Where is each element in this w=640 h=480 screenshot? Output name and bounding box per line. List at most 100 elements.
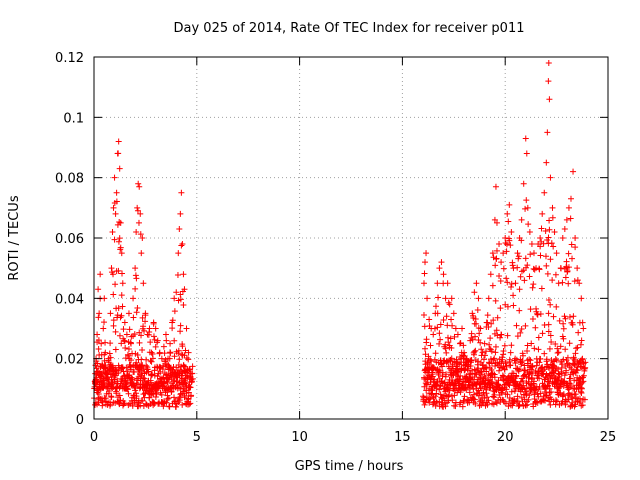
data-point [518, 361, 525, 368]
data-point [162, 331, 169, 338]
data-point [124, 378, 131, 385]
data-point [96, 394, 103, 401]
data-point [491, 216, 498, 223]
data-point [521, 367, 528, 374]
data-point [94, 360, 101, 367]
data-point [508, 228, 515, 235]
data-point [548, 240, 555, 247]
data-point [553, 384, 560, 391]
data-point [527, 381, 534, 388]
data-point [559, 279, 566, 286]
data-point [527, 251, 534, 258]
data-point [126, 326, 133, 333]
data-point [522, 402, 529, 409]
data-point [155, 383, 162, 390]
data-point [133, 377, 140, 384]
data-point [119, 365, 126, 372]
data-point [435, 294, 442, 301]
data-point [572, 350, 579, 357]
data-point [516, 286, 523, 293]
data-point [531, 345, 538, 352]
data-point [147, 339, 154, 346]
data-point [493, 247, 500, 254]
y-tick-label: 0.1 [63, 111, 84, 126]
data-point [550, 243, 557, 250]
data-point [424, 374, 431, 381]
data-point [128, 340, 135, 347]
data-point [450, 367, 457, 374]
data-point [135, 180, 142, 187]
data-point [497, 334, 504, 341]
data-point [501, 384, 508, 391]
data-point [476, 330, 483, 337]
data-point [110, 322, 117, 329]
data-point [525, 396, 532, 403]
data-point [454, 366, 461, 373]
data-point [492, 262, 499, 269]
data-point [146, 394, 153, 401]
data-point [113, 390, 120, 397]
data-point [429, 373, 436, 380]
data-point [549, 277, 556, 284]
data-point [111, 174, 118, 181]
data-point [131, 331, 138, 338]
data-point [147, 391, 154, 398]
data-point [525, 221, 532, 228]
data-point [523, 390, 530, 397]
data-point [527, 387, 534, 394]
data-point [490, 393, 497, 400]
data-point [492, 343, 499, 350]
data-point [493, 400, 500, 407]
data-point [532, 384, 539, 391]
data-point [577, 341, 584, 348]
data-point [484, 312, 491, 319]
data-point [516, 401, 523, 408]
data-point [426, 361, 433, 368]
data-point [427, 342, 434, 349]
data-point [528, 340, 535, 347]
data-point [550, 362, 557, 369]
data-point [443, 313, 450, 320]
data-point [483, 364, 490, 371]
data-point [454, 331, 461, 338]
data-point [102, 339, 109, 346]
data-point [485, 324, 492, 331]
data-point [154, 337, 161, 344]
data-point [516, 235, 523, 241]
data-point [519, 357, 526, 364]
data-point [501, 342, 508, 349]
data-point [428, 390, 435, 397]
data-point [528, 382, 535, 389]
data-point [537, 310, 544, 317]
data-point [573, 345, 580, 352]
data-point [484, 394, 491, 401]
data-point [163, 399, 170, 406]
data-point [493, 327, 500, 334]
data-point [95, 286, 102, 293]
data-point [142, 318, 149, 325]
data-point [487, 356, 494, 363]
data-point [167, 340, 174, 347]
data-point [123, 331, 130, 338]
data-point [530, 378, 537, 385]
data-point [112, 385, 119, 392]
data-point [508, 280, 515, 287]
data-point [439, 373, 446, 380]
data-point [438, 259, 445, 266]
data-point [530, 281, 537, 288]
data-point [557, 265, 564, 272]
data-point [502, 359, 509, 366]
data-point [503, 248, 510, 255]
data-point [175, 350, 182, 357]
data-point [120, 401, 127, 408]
data-point [165, 394, 172, 401]
data-point [541, 189, 548, 196]
data-point [189, 375, 196, 382]
data-point [523, 264, 530, 271]
data-point [530, 250, 537, 257]
data-point [455, 369, 462, 376]
data-point [177, 210, 184, 217]
data-point [565, 264, 572, 271]
data-point [484, 401, 491, 408]
data-point [431, 376, 438, 383]
